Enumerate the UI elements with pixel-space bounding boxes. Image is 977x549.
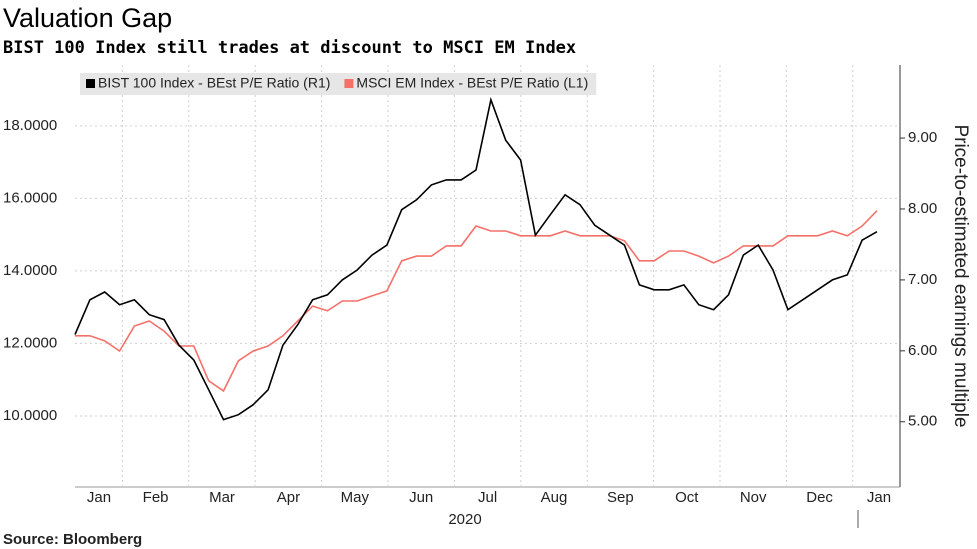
legend-label: BIST 100 Index - BEst P/E Ratio (R1): [98, 75, 330, 91]
y2-tick-label: 7.00: [908, 271, 937, 288]
x-tick-label: Oct: [675, 489, 699, 506]
legend: BIST 100 Index - BEst P/E Ratio (R1) MSCI…: [80, 73, 597, 95]
y-tick-label: 18.0000: [3, 117, 57, 134]
grid: [75, 65, 900, 487]
chart-subtitle: BIST 100 Index still trades at discount …: [3, 38, 576, 58]
y-tick-label: 12.0000: [3, 334, 57, 351]
legend-swatch: [344, 79, 354, 88]
x-tick-label: Dec: [806, 489, 833, 506]
x-tick-label: Mar: [209, 489, 235, 506]
line-series: [75, 210, 878, 393]
x-tick-label: Aug: [541, 489, 568, 506]
x-tick-label: Jul: [478, 489, 497, 506]
y2-tick-label: 6.00: [908, 342, 937, 359]
legend-label: MSCI EM Index - BEst P/E Ratio (L1): [356, 75, 588, 91]
x-tick-label: Feb: [143, 489, 169, 506]
x-tick-label: Nov: [740, 489, 767, 506]
x-tick-label: May: [341, 489, 370, 506]
y2-axis-label: Price-to-estimated earnings multiple: [950, 124, 971, 427]
x-tick-label: Apr: [277, 489, 300, 506]
y-tick-label: 14.0000: [3, 262, 57, 279]
chart-title: Valuation Gap: [3, 3, 172, 33]
y-tick-label: 10.0000: [3, 407, 57, 424]
x-tick-label: Jan: [867, 489, 891, 506]
legend-box: [80, 73, 597, 95]
x-axis-label: 2020: [448, 511, 481, 528]
line-series: [74, 96, 878, 421]
source: Source: Bloomberg: [3, 531, 142, 548]
x-tick-label: Sep: [607, 489, 634, 506]
legend-swatch: [86, 79, 95, 88]
y2-tick-label: 8.00: [908, 200, 937, 217]
y2-tick-label: 9.00: [908, 129, 937, 146]
x-tick-label: Jan: [87, 489, 111, 506]
y-tick-label: 16.0000: [3, 189, 57, 206]
x-tick-label: Jun: [409, 489, 433, 506]
y2-tick-label: 5.00: [908, 413, 937, 430]
